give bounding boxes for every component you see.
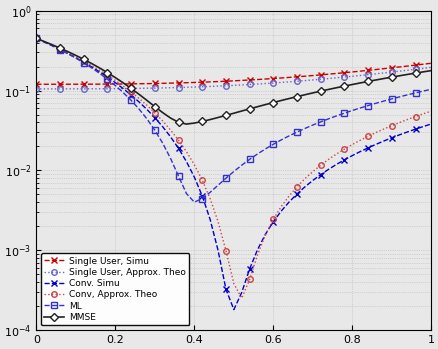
MMSE — [420, 70, 425, 74]
Single User, Simu — [34, 82, 39, 86]
MMSE — [302, 92, 307, 97]
ML — [420, 89, 425, 93]
Single User, Approx. Theo — [34, 87, 39, 91]
Line: ML: ML — [33, 36, 433, 205]
Single User, Approx. Theo — [318, 77, 323, 81]
Conv, Approx. Theo — [152, 111, 157, 115]
ML — [428, 87, 433, 91]
Single User, Simu — [420, 62, 425, 66]
Conv. Simu — [34, 36, 39, 40]
Conv. Simu — [152, 116, 157, 120]
Conv. Simu — [302, 185, 307, 189]
Line: MMSE: MMSE — [33, 36, 433, 127]
ML — [302, 126, 307, 131]
Legend: Single User, Simu, Single User, Approx. Theo, Conv. Simu, Conv, Approx. Theo, ML: Single User, Simu, Single User, Approx. … — [41, 253, 189, 326]
MMSE — [34, 36, 39, 40]
Single User, Simu — [428, 61, 433, 65]
Single User, Approx. Theo — [294, 79, 299, 83]
Single User, Simu — [294, 75, 299, 79]
MMSE — [152, 104, 157, 109]
Conv, Approx. Theo — [160, 119, 165, 123]
Conv. Simu — [231, 307, 236, 312]
MMSE — [325, 87, 331, 91]
Single User, Approx. Theo — [152, 86, 157, 90]
ML — [152, 128, 157, 132]
Conv, Approx. Theo — [34, 36, 39, 40]
Single User, Simu — [318, 73, 323, 77]
Conv, Approx. Theo — [302, 177, 307, 181]
MMSE — [184, 122, 189, 126]
Conv, Approx. Theo — [239, 296, 244, 300]
Line: Conv. Simu: Conv. Simu — [33, 36, 433, 312]
Single User, Simu — [120, 82, 126, 86]
Conv. Simu — [420, 124, 425, 128]
Single User, Simu — [152, 81, 157, 86]
Conv. Simu — [160, 125, 165, 129]
Single User, Approx. Theo — [120, 87, 126, 91]
Line: Conv, Approx. Theo: Conv, Approx. Theo — [33, 36, 433, 301]
MMSE — [120, 81, 126, 85]
Single User, Approx. Theo — [160, 86, 165, 90]
Conv. Simu — [428, 122, 433, 126]
MMSE — [428, 68, 433, 73]
Conv, Approx. Theo — [325, 157, 331, 162]
Single User, Simu — [160, 81, 165, 86]
Line: Single User, Approx. Theo: Single User, Approx. Theo — [33, 65, 433, 92]
ML — [34, 36, 39, 40]
Conv, Approx. Theo — [420, 112, 425, 116]
Single User, Approx. Theo — [428, 65, 433, 69]
ML — [160, 141, 165, 146]
MMSE — [160, 111, 165, 115]
Line: Single User, Simu: Single User, Simu — [33, 60, 433, 87]
ML — [325, 117, 331, 121]
ML — [120, 90, 126, 95]
Conv. Simu — [325, 167, 331, 171]
Conv, Approx. Theo — [428, 109, 433, 113]
Conv. Simu — [120, 87, 126, 91]
ML — [191, 200, 197, 204]
Single User, Approx. Theo — [420, 66, 425, 70]
Conv, Approx. Theo — [120, 84, 126, 88]
